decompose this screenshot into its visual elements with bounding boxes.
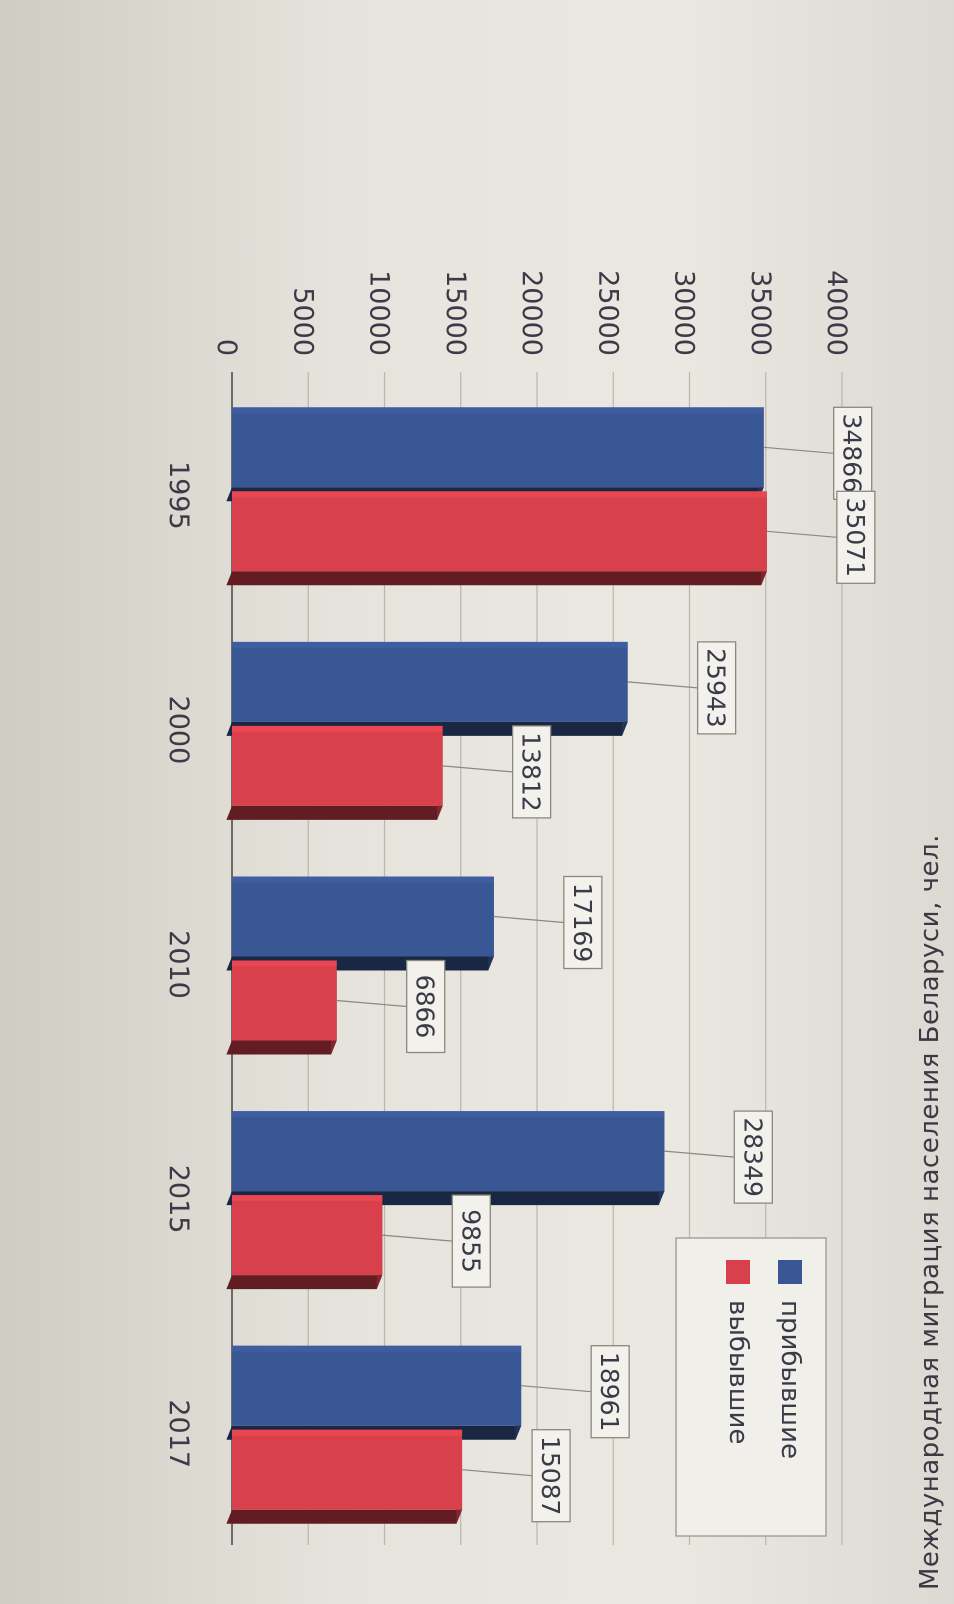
data-label-box	[406, 959, 446, 1054]
bar-выбывшие-2017	[226, 1429, 463, 1524]
bar-bottom-face	[226, 1275, 383, 1290]
data-label-box	[696, 641, 737, 735]
bar-front	[232, 876, 494, 957]
data-label-box	[590, 1345, 630, 1439]
legend: прибывшие выбывшие	[675, 1237, 827, 1537]
category-label-2017: 2017	[163, 1399, 194, 1468]
data-label-выбывшие-2017: 15087	[536, 1436, 565, 1516]
legend-swatch-выбывшие	[726, 1260, 750, 1284]
y-tick-label-30000: 30000	[669, 270, 700, 356]
leader-line	[442, 765, 513, 773]
bar-прибывшие-2000	[226, 641, 628, 736]
bar-highlight	[232, 725, 443, 732]
y-tick-label-40000: 40000	[821, 270, 852, 356]
bar-highlight	[232, 641, 628, 648]
bar-highlight	[232, 407, 764, 414]
bar-bottom-face	[226, 805, 443, 820]
legend-label-прибывшие: прибывшие	[775, 1300, 805, 1459]
leader-line	[493, 915, 564, 924]
legend-label-выбывшие: выбывшие	[723, 1300, 753, 1444]
bar-front	[232, 1345, 522, 1426]
bar-front	[232, 1195, 383, 1276]
leader-line	[336, 999, 407, 1008]
y-tick-label-10000: 10000	[364, 270, 395, 356]
bar-прибывшие-2015	[226, 1111, 665, 1206]
bar-прибывшие-1995	[226, 407, 764, 502]
bar-layer	[226, 407, 767, 1524]
y-tick-label-25000: 25000	[592, 270, 623, 356]
bar-прибывшие-2010	[226, 876, 494, 971]
data-label-прибывшие-2017: 18961	[595, 1352, 624, 1432]
y-tick-label-5000: 5000	[287, 287, 318, 356]
axis-layer: 0 5000 10000 15000 20000 25000 30000 35000 40000…	[163, 270, 852, 1545]
bar-выбывшие-2015	[226, 1195, 383, 1290]
y-tick-label-35000: 35000	[745, 270, 776, 356]
bar-прибывшие-2017	[226, 1345, 522, 1440]
data-label-box	[836, 490, 876, 584]
leader-line	[763, 446, 834, 454]
data-label-box	[563, 875, 603, 970]
bar-front	[232, 1111, 665, 1192]
leader-line	[521, 1385, 592, 1393]
y-tick-label-20000: 20000	[516, 270, 547, 356]
data-label-box	[733, 1110, 773, 1204]
category-label-2010: 2010	[163, 930, 194, 999]
data-label-выбывшие-2010: 6866	[411, 975, 440, 1039]
data-label-выбывшие-2000: 13812	[517, 732, 546, 812]
bar-highlight	[232, 1345, 522, 1352]
data-label-прибывшие-2015: 28349	[738, 1117, 767, 1197]
leader-line	[382, 1234, 453, 1242]
leader-line	[766, 530, 837, 538]
bar-front	[232, 725, 443, 806]
bar-выбывшие-2010	[226, 960, 337, 1055]
bar-highlight	[232, 491, 767, 498]
category-label-2015: 2015	[163, 1165, 194, 1234]
bar-выбывшие-1995	[226, 491, 767, 586]
chart-caption: Международная миграция населения Беларус…	[915, 834, 945, 1590]
bar-bottom-face	[226, 1040, 337, 1055]
data-label-выбывшие-1995: 35071	[841, 498, 870, 578]
bar-front	[232, 491, 767, 572]
leader-line	[664, 1150, 735, 1158]
legend-box	[675, 1237, 827, 1537]
y-tick-label-15000: 15000	[440, 270, 471, 356]
leader-line	[462, 1469, 533, 1477]
data-label-box	[511, 725, 552, 819]
bar-front	[232, 960, 337, 1041]
bar-highlight	[232, 876, 494, 883]
bar-bottom-face	[226, 1509, 463, 1524]
data-label-прибывшие-1995: 34866	[838, 414, 867, 494]
bar-front	[232, 407, 764, 488]
data-label-box	[531, 1429, 571, 1523]
bar-highlight	[232, 960, 337, 967]
leader-line	[627, 681, 698, 689]
bar-highlight	[232, 1111, 665, 1118]
bar-highlight	[232, 1429, 463, 1436]
bar-highlight	[232, 1195, 383, 1202]
bar-выбывшие-2000	[226, 725, 443, 820]
label-layer: 34866 35071 25943 13812 17169 6866 28349 9855 18…	[336, 406, 876, 1523]
data-label-выбывшие-2015: 9855	[456, 1209, 485, 1273]
legend-swatch-прибывшие	[778, 1260, 802, 1284]
data-label-прибывшие-2010: 17169	[568, 883, 597, 963]
y-tick-label-0: 0	[211, 339, 242, 356]
category-label-2000: 2000	[163, 696, 194, 765]
category-label-1995: 1995	[163, 461, 194, 530]
bar-bottom-face	[226, 571, 767, 586]
bar-front	[232, 1429, 463, 1510]
data-label-прибывшие-2000: 25943	[702, 648, 731, 728]
bar-front	[232, 641, 628, 722]
data-label-box	[451, 1194, 491, 1288]
